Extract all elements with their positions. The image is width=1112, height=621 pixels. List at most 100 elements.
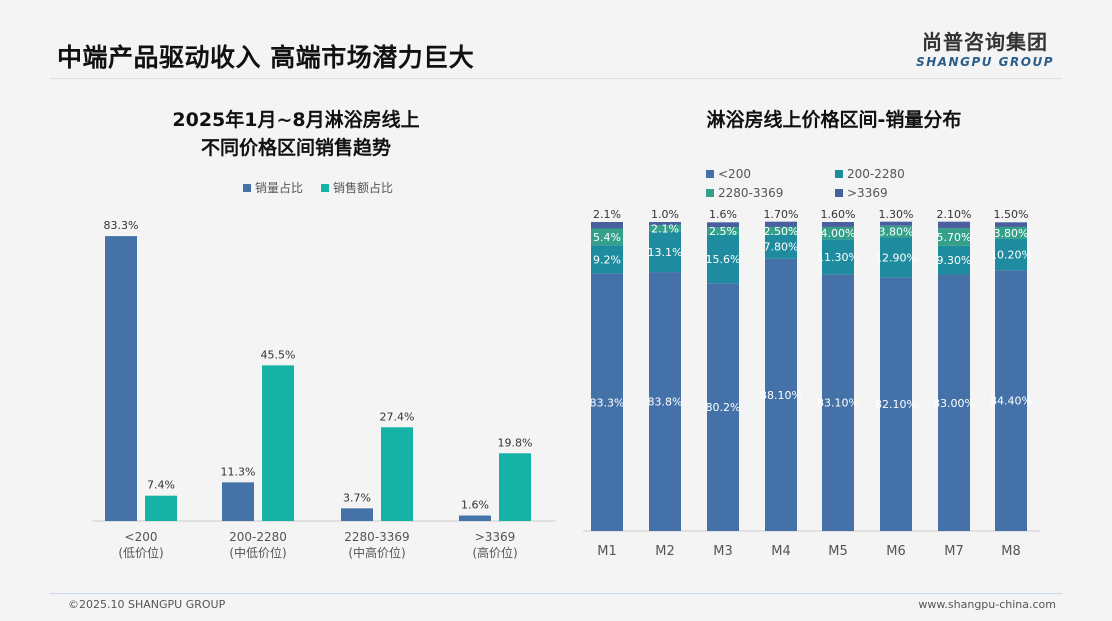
footer-divider <box>50 593 1062 594</box>
category-label: M3 <box>713 544 733 559</box>
legend-swatch <box>706 170 714 178</box>
data-label: 2.50% <box>764 225 799 238</box>
category-sublabel: (高价位) <box>472 545 517 560</box>
logo: 尚普咨询集团 SHANGPU GROUP <box>916 26 1054 69</box>
legend-swatch <box>835 170 843 178</box>
data-label: 3.80% <box>994 227 1029 240</box>
legend-label: >3369 <box>847 186 888 200</box>
bar <box>145 495 177 521</box>
data-label: 83.00% <box>933 397 975 410</box>
logo-en: SHANGPU GROUP <box>916 55 1054 69</box>
stacked-bar-segment <box>707 227 739 235</box>
data-label: 4.00% <box>821 227 856 240</box>
data-label: 1.30% <box>879 208 914 221</box>
category-label: 2280-3369 <box>344 530 409 544</box>
stacked-bar-segment <box>765 258 797 531</box>
data-label: 80.2% <box>706 401 741 414</box>
data-label: 5.70% <box>937 231 972 244</box>
divider <box>50 78 1062 79</box>
data-label: 13.1% <box>648 246 683 259</box>
data-label: 3.7% <box>343 491 371 504</box>
category-sublabel: (中高价位) <box>348 545 405 560</box>
bar <box>381 427 413 521</box>
data-label: 9.30% <box>937 254 972 267</box>
bar <box>341 508 373 521</box>
data-label: 19.8% <box>498 436 533 449</box>
data-label: 84.40% <box>990 395 1032 408</box>
data-label: 3.80% <box>879 226 914 239</box>
legend-label: 销售额占比 <box>333 180 393 195</box>
stacked-bar-segment <box>938 245 970 275</box>
stacked-bar-segment <box>649 231 681 273</box>
legend-swatch <box>706 189 714 197</box>
category-label: M5 <box>828 544 848 559</box>
legend-swatch <box>321 184 329 192</box>
bar <box>105 236 137 521</box>
category-label: M7 <box>944 544 964 559</box>
data-label: 83.10% <box>817 397 859 410</box>
data-label: 11.30% <box>817 251 859 264</box>
legend-label: <200 <box>718 167 751 181</box>
category-label: 200-2280 <box>229 530 287 544</box>
category-label: M4 <box>771 544 791 559</box>
stacked-bar-segment <box>765 221 797 227</box>
data-label: 1.50% <box>994 208 1029 221</box>
legend-swatch <box>243 184 251 192</box>
data-label: 15.6% <box>706 253 741 266</box>
data-label: 83.3% <box>590 396 625 409</box>
stacked-bar-segment <box>995 222 1027 227</box>
data-label: 82.10% <box>875 398 917 411</box>
footer-website: www.shangpu-china.com <box>918 598 1056 611</box>
stacked-bar-segment <box>822 222 854 227</box>
bar <box>459 515 491 521</box>
data-label: 45.5% <box>261 348 296 361</box>
left-chart-title-2: 不同价格区间销售趋势 <box>201 136 391 159</box>
right-chart-title: 淋浴房线上价格区间-销量分布 <box>707 108 962 131</box>
stacked-bar-segment <box>995 270 1027 531</box>
legend-swatch <box>835 189 843 197</box>
legend-label: 2280-3369 <box>718 186 783 200</box>
bar <box>262 365 294 521</box>
stacked-bar-segment <box>880 237 912 278</box>
data-label: 88.10% <box>760 389 802 402</box>
category-sublabel: (低价位) <box>118 545 163 560</box>
data-label: 10.20% <box>990 248 1032 261</box>
stacked-bar-segment <box>649 272 681 531</box>
legend-label: 200-2280 <box>847 167 905 181</box>
legend-label: 销量占比 <box>255 180 303 195</box>
stacked-bar-segment <box>880 277 912 531</box>
data-label: 2.1% <box>593 208 621 221</box>
stacked-bar-segment <box>591 245 623 274</box>
stacked-bar-segment <box>591 228 623 246</box>
data-label: 12.90% <box>875 251 917 264</box>
stacked-bar-segment <box>765 234 797 259</box>
data-label: 83.3% <box>104 219 139 232</box>
data-label: 11.3% <box>221 465 256 478</box>
data-label: 7.80% <box>764 241 799 254</box>
data-label: 9.2% <box>593 253 621 266</box>
data-label: 2.10% <box>937 208 972 221</box>
stacked-bar-segment <box>995 226 1027 239</box>
category-label: <200 <box>125 530 158 544</box>
stacked-bar-segment <box>880 225 912 238</box>
data-label: 1.0% <box>651 208 679 221</box>
footer-copyright: ©2025.10 SHANGPU GROUP <box>68 598 226 611</box>
data-label: 1.70% <box>764 208 799 221</box>
category-sublabel: (中低价位) <box>229 545 286 560</box>
stacked-bar-segment <box>649 225 681 232</box>
category-label: M6 <box>886 544 906 559</box>
bar <box>222 482 254 521</box>
category-label: >3369 <box>475 530 516 544</box>
category-label: M8 <box>1001 544 1021 559</box>
left-chart-title-1: 2025年1月~8月淋浴房线上 <box>172 108 419 131</box>
data-label: 2.1% <box>651 222 679 235</box>
stacked-bar-segment <box>880 221 912 226</box>
data-label: 1.6% <box>709 208 737 221</box>
category-label: M2 <box>655 544 675 559</box>
data-label: 27.4% <box>380 410 415 423</box>
category-label: M1 <box>597 544 617 559</box>
stacked-bar-segment <box>938 274 970 531</box>
stacked-bar-segment <box>707 283 739 531</box>
data-label: 7.4% <box>147 479 175 492</box>
data-label: 5.4% <box>593 231 621 244</box>
